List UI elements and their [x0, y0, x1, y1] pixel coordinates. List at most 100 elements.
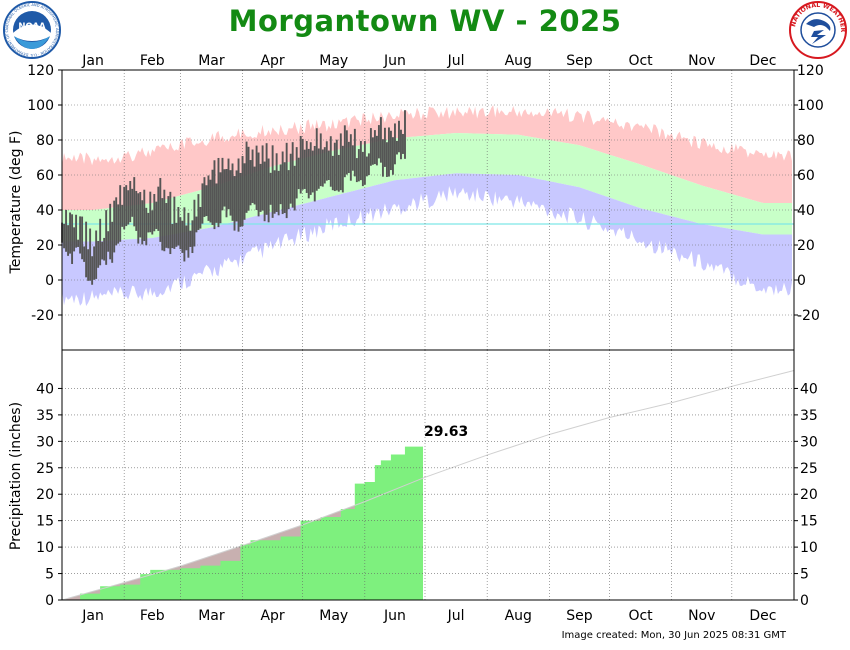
precipitation-tick-label-left: 5: [45, 567, 54, 583]
observed-temperature-bar: [375, 135, 378, 166]
observed-temperature-bar: [233, 176, 236, 231]
observed-temperature-bar: [241, 156, 244, 227]
observed-temperature-bar: [129, 181, 132, 223]
month-label-bottom: Aug: [505, 608, 532, 624]
observed-temperature-bar: [263, 161, 266, 222]
month-label-top: Jun: [383, 53, 406, 69]
temperature-tick-label-right: 0: [797, 273, 806, 289]
observed-temperature-bar: [101, 241, 104, 260]
observed-temperature-bar: [159, 177, 162, 242]
observed-temperature-bar: [365, 156, 368, 177]
observed-temperature-bar: [355, 158, 358, 183]
month-label-bottom: Jan: [81, 608, 104, 624]
observed-temperature-bar: [279, 164, 282, 205]
observed-temperature-bar: [305, 141, 308, 193]
precipitation-tick-label-right: 10: [800, 540, 818, 556]
observed-temperature-bar: [243, 163, 246, 220]
observed-temperature-bar: [333, 142, 336, 192]
observed-temperature-bar: [297, 157, 300, 190]
observed-temperature-bar: [77, 239, 80, 247]
precipitation-tick-label-right: 35: [800, 408, 818, 424]
precipitation-tick-label-left: 0: [45, 593, 54, 609]
observed-temperature-bar: [283, 162, 286, 213]
month-label-bottom: Feb: [140, 608, 165, 624]
temperature-tick-label-left: 0: [45, 273, 54, 289]
precipitation-tick-label-right: 5: [800, 567, 809, 583]
temperature-tick-label-right: 20: [797, 238, 815, 254]
precipitation-tick-label-right: 0: [800, 593, 809, 609]
observed-temperature-bar: [373, 130, 376, 165]
temperature-tick-label-right: 100: [797, 98, 824, 114]
month-label-top: Feb: [140, 53, 165, 69]
observed-temperature-bar: [359, 140, 362, 181]
precipitation-tick-label-right: 15: [800, 514, 818, 530]
temperature-tick-label-left: -20: [31, 308, 54, 324]
temperature-axis-label: Temperature (deg F): [8, 131, 24, 275]
record-low-band: [62, 173, 792, 307]
observed-temperature-bar: [113, 200, 116, 253]
observed-temperature-bar: [193, 199, 196, 247]
observed-temperature-bar: [387, 127, 390, 177]
observed-temperature-bar: [389, 130, 392, 171]
precipitation-areas: [61, 369, 795, 601]
observed-temperature-bar: [404, 110, 406, 159]
observed-temperature-bar: [117, 204, 120, 244]
observed-temperature-bar: [205, 185, 208, 217]
observed-temperature-bar: [377, 125, 380, 159]
observed-temperature-bar: [261, 145, 264, 211]
precipitation-tick-label-left: 30: [36, 434, 54, 450]
observed-temperature-bar: [363, 141, 366, 185]
observed-temperature-bar: [402, 133, 404, 154]
observed-temperature-bar: [337, 154, 340, 192]
observed-temperature-bar: [293, 165, 296, 211]
page-title: Morgantown WV - 2025: [228, 4, 622, 38]
temperature-tick-label-left: 80: [36, 133, 54, 149]
observed-temperature-bar: [189, 230, 192, 247]
temperature-tick-label-left: 120: [27, 63, 54, 79]
month-label-bottom: Dec: [749, 608, 776, 624]
observed-temperature-bar: [179, 217, 182, 250]
observed-temperature-bar: [191, 220, 194, 254]
observed-temperature-bar: [309, 142, 312, 195]
observed-temperature-bar: [199, 207, 202, 229]
observed-temperature-bar: [251, 149, 254, 203]
observed-temperature-bar: [171, 223, 174, 249]
observed-temperature-bar: [181, 220, 184, 253]
observed-temperature-bar: [225, 169, 228, 218]
observed-temperature-bar: [127, 190, 130, 225]
observed-temperature-bar: [277, 170, 280, 216]
observed-temperature-bar: [135, 190, 138, 231]
observed-temperature-bar: [139, 192, 142, 238]
observed-temperature-bar: [219, 172, 222, 224]
observed-temperature-bar: [111, 221, 114, 263]
observed-temperature-bar: [195, 216, 198, 233]
observed-temperature-bar: [157, 186, 160, 231]
observed-temperature-bar: [311, 150, 314, 193]
observed-temperature-bar: [307, 148, 310, 199]
observed-temperature-bar: [231, 163, 234, 221]
observed-temperature-bar: [213, 160, 216, 230]
observed-temperature-bar: [267, 158, 270, 223]
temperature-tick-label-right: 120: [797, 63, 824, 79]
observed-temperature-bar: [353, 128, 356, 177]
precipitation-tick-label-right: 30: [800, 434, 818, 450]
observed-temperature-bar: [287, 170, 290, 210]
observed-temperature-bar: [105, 210, 108, 265]
observed-temperature-bar: [121, 204, 124, 227]
observed-temperature-bar: [351, 145, 354, 171]
month-label-top: Apr: [260, 53, 284, 69]
observed-temperature-bar: [75, 214, 78, 248]
month-label-top: May: [319, 53, 348, 69]
observed-temperature-bar: [145, 207, 148, 246]
precipitation-tick-label-right: 20: [800, 487, 818, 503]
precipitation-grid: [62, 350, 794, 600]
month-label-top: Mar: [198, 53, 225, 69]
observed-temperature-bar: [392, 137, 394, 175]
temperature-tick-label-right: 40: [797, 203, 815, 219]
observed-temperature-bar: [163, 189, 166, 252]
observed-temperature-bar: [211, 169, 214, 225]
observed-temperature-bar: [119, 185, 122, 242]
observed-temperature-bar: [281, 151, 284, 215]
